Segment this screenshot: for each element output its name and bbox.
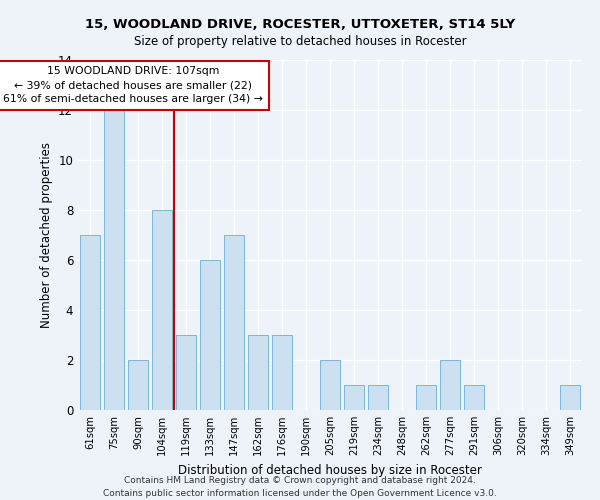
Bar bbox=[104, 110, 124, 410]
Bar bbox=[152, 210, 172, 410]
Bar bbox=[440, 360, 460, 410]
Bar bbox=[344, 385, 364, 410]
Text: Size of property relative to detached houses in Rocester: Size of property relative to detached ho… bbox=[134, 35, 466, 48]
Bar bbox=[176, 335, 196, 410]
Bar bbox=[320, 360, 340, 410]
Bar bbox=[368, 385, 388, 410]
X-axis label: Distribution of detached houses by size in Rocester: Distribution of detached houses by size … bbox=[178, 464, 482, 476]
Y-axis label: Number of detached properties: Number of detached properties bbox=[40, 142, 53, 328]
Bar bbox=[80, 235, 100, 410]
Bar bbox=[560, 385, 580, 410]
Text: 15 WOODLAND DRIVE: 107sqm
← 39% of detached houses are smaller (22)
61% of semi-: 15 WOODLAND DRIVE: 107sqm ← 39% of detac… bbox=[3, 66, 263, 104]
Text: Contains HM Land Registry data © Crown copyright and database right 2024.
Contai: Contains HM Land Registry data © Crown c… bbox=[103, 476, 497, 498]
Bar bbox=[200, 260, 220, 410]
Bar bbox=[416, 385, 436, 410]
Bar bbox=[224, 235, 244, 410]
Text: 15, WOODLAND DRIVE, ROCESTER, UTTOXETER, ST14 5LY: 15, WOODLAND DRIVE, ROCESTER, UTTOXETER,… bbox=[85, 18, 515, 30]
Bar bbox=[128, 360, 148, 410]
Bar bbox=[272, 335, 292, 410]
Bar bbox=[464, 385, 484, 410]
Bar bbox=[248, 335, 268, 410]
